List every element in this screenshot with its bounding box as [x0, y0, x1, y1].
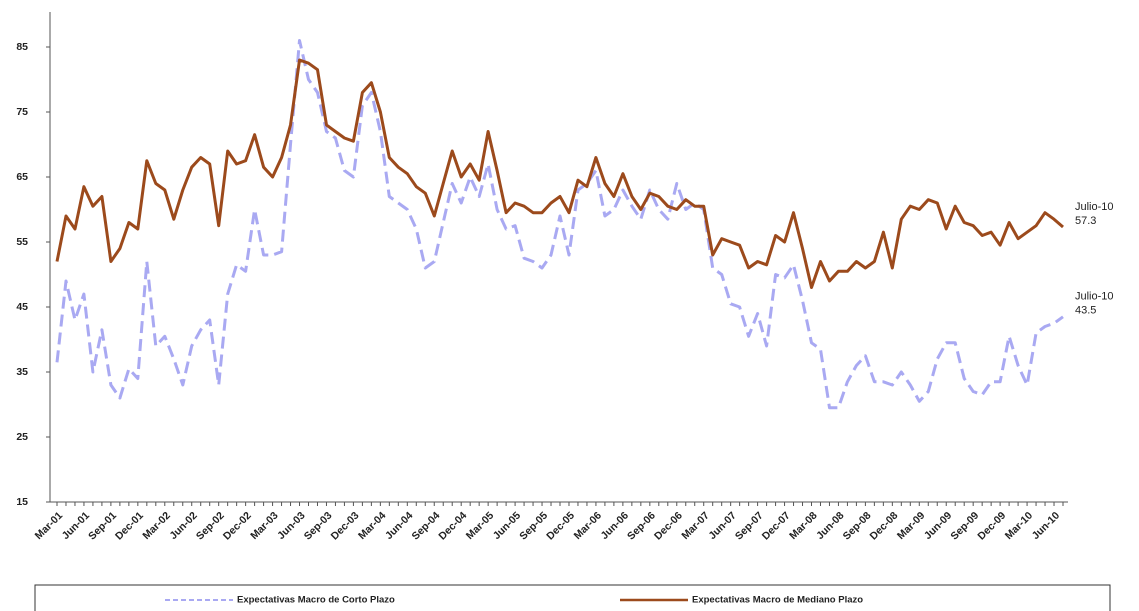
x-tick-label: Jun-02 — [167, 509, 200, 542]
x-tick-label: Mar-03 — [248, 509, 281, 542]
x-tick-label: Jun-10 — [1030, 509, 1063, 542]
x-tick-label: Sep-07 — [733, 509, 766, 542]
x-tick-label: Sep-08 — [841, 509, 874, 542]
legend-label: Expectativas Macro de Corto Plazo — [237, 595, 395, 606]
y-tick-label: 25 — [16, 431, 28, 443]
x-tick-label: Sep-05 — [517, 509, 550, 542]
x-tick-label: Jun-01 — [60, 509, 93, 542]
legend-box — [34, 584, 1111, 611]
x-tick-label: Mar-02 — [140, 509, 173, 542]
x-tick-label: Dec-07 — [760, 510, 793, 543]
y-tick-label: 85 — [16, 41, 28, 53]
x-tick-label: Jun-05 — [491, 509, 524, 542]
x-tick-label: Dec-06 — [652, 510, 685, 543]
x-tick-label: Dec-03 — [329, 510, 362, 543]
x-tick-label: Mar-06 — [572, 509, 605, 542]
x-tick-label: Jun-07 — [706, 509, 739, 542]
x-tick-label: Mar-07 — [679, 509, 712, 542]
x-tick-label: Mar-01 — [33, 509, 66, 542]
x-tick-label: Mar-09 — [895, 509, 928, 542]
x-tick-label: Sep-01 — [86, 509, 119, 542]
x-tick-label: Jun-09 — [922, 509, 955, 542]
x-tick-label: Dec-08 — [868, 510, 901, 543]
y-tick-label: 45 — [16, 301, 28, 313]
annotation: Julio-10 — [1075, 201, 1114, 213]
x-tick-label: Sep-02 — [194, 509, 227, 542]
x-tick-label: Mar-04 — [356, 509, 389, 542]
x-tick-label: Jun-06 — [599, 509, 632, 542]
x-tick-label: Mar-05 — [464, 509, 497, 542]
x-tick-label: Dec-01 — [113, 510, 146, 543]
x-tick-label: Sep-06 — [625, 509, 658, 542]
x-tick-label: Dec-04 — [436, 510, 469, 543]
x-tick-label: Mar-10 — [1003, 509, 1036, 542]
annotation-value: 57.3 — [1075, 215, 1096, 227]
x-tick-label: Jun-08 — [814, 509, 847, 542]
y-tick-label: 15 — [16, 496, 28, 508]
y-tick-label: 75 — [16, 106, 28, 118]
x-tick-label: Sep-04 — [410, 509, 443, 542]
x-tick-label: Mar-08 — [787, 509, 820, 542]
x-tick-label: Dec-02 — [221, 510, 254, 543]
legend-label: Expectativas Macro de Mediano Plazo — [692, 595, 863, 606]
series-line — [55, 58, 1064, 289]
x-tick-label: Sep-09 — [948, 509, 981, 542]
y-tick-label: 55 — [16, 236, 28, 248]
x-tick-label: Dec-09 — [975, 510, 1008, 543]
x-tick-label: Sep-03 — [302, 509, 335, 542]
x-tick-label: Dec-05 — [544, 510, 577, 543]
x-tick-label: Jun-03 — [275, 509, 308, 542]
y-tick-label: 65 — [16, 171, 28, 183]
series-line — [55, 39, 1064, 410]
x-tick-label: Jun-04 — [383, 509, 416, 542]
annotation: Julio-10 — [1075, 291, 1114, 303]
annotation-value: 43.5 — [1075, 305, 1096, 317]
y-tick-label: 35 — [16, 366, 28, 378]
